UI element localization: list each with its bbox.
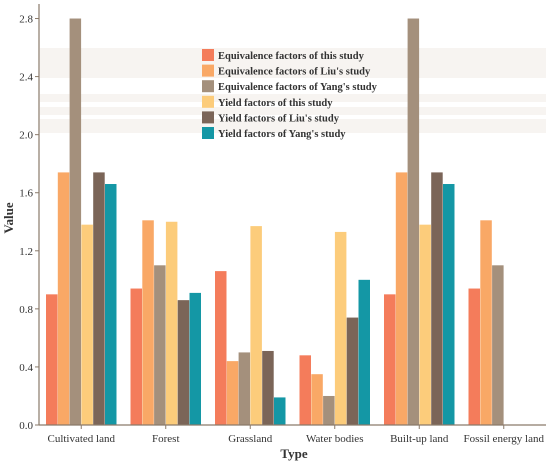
bar-series-3-cat-2 [154,265,166,425]
legend-swatch-2 [202,64,214,77]
y-tick-label-8: 2.8 [19,14,33,26]
y-tick-label-1: 0.0 [19,420,33,432]
bar-series-2-cat-3 [226,361,239,425]
y-tick-label-5: 1.6 [19,188,33,200]
legend-band-1 [40,48,546,78]
x-tick-label-6: Fossil energy land [464,433,545,445]
y-axis-title: Value [1,202,16,234]
bar-series-2-cat-6 [480,220,492,425]
legend-label-1: Equivalence factors of this study [218,51,365,62]
bar-series-5-cat-4 [346,317,359,425]
bar-series-6-cat-3 [274,397,286,425]
bar-series-5-cat-5 [431,172,443,425]
legend-band-2 [40,94,546,102]
bar-series-1-cat-6 [468,288,480,425]
bar-series-4-cat-3 [250,226,262,425]
bar-series-6-cat-5 [443,184,455,425]
bar-series-5-cat-2 [177,300,190,425]
y-tick-label-7: 2.4 [19,72,33,84]
bar-series-2-cat-2 [142,220,154,425]
bar-series-1-cat-1 [46,294,58,425]
x-tick-label-3: Grassland [228,433,272,445]
bar-series-6-cat-1 [105,184,117,425]
legend: Equivalence factors of this study Equival… [202,49,378,140]
y-tick-label-2: 0.4 [19,362,33,374]
legend-label-6: Yield factors of Yang's study [218,129,346,140]
bar-series-3-cat-5 [407,18,420,426]
legend-swatch-3 [202,80,214,93]
bar-series-3-cat-3 [238,352,251,425]
bar-series-6-cat-2 [189,292,201,425]
legend-band-3 [40,107,546,115]
legend-label-3: Equivalence factors of Yang's study [218,82,378,93]
y-tick-label-3: 0.8 [19,304,33,316]
bar-series-6-cat-4 [358,279,370,425]
axes: 0.0 0.4 0.8 1.2 1.6 2.0 2.4 2.8 Cultivated land F… [19,4,546,445]
legend-band-4 [40,119,546,133]
legend-swatch-1 [202,49,214,61]
bar-series-1-cat-4 [299,355,311,425]
bar-series-1-cat-5 [384,294,396,425]
bar-series-3-cat-4 [323,395,335,425]
x-axis-title: Type [280,446,307,461]
legend-background [40,48,546,133]
bars [46,18,504,426]
x-tick-label-4: Water bodies [306,433,363,445]
x-tick-label-2: Forest [152,433,180,445]
bar-series-5-cat-1 [93,172,105,425]
legend-swatch-6 [202,127,214,139]
y-tick-label-4: 1.2 [19,246,33,258]
bar-series-5-cat-3 [262,350,274,425]
bar-series-3-cat-1 [69,18,82,426]
legend-label-4: Yield factors of this study [218,98,333,109]
legend-swatch-5 [202,111,214,124]
x-tick-label-1: Cultivated land [47,433,115,445]
bar-series-4-cat-1 [81,224,93,425]
bar-series-1-cat-3 [215,271,227,425]
x-tick-label-5: Built-up land [390,433,449,445]
bar-series-4-cat-2 [165,221,178,425]
bar-series-1-cat-2 [130,288,142,425]
bar-series-2-cat-1 [57,172,70,425]
bar-series-4-cat-4 [334,231,347,425]
legend-label-5: Yield factors of Liu's study [218,113,340,124]
y-tick-label-6: 2.0 [19,130,33,142]
legend-swatch-4 [202,95,214,108]
bar-series-3-cat-6 [492,265,504,425]
legend-label-2: Equivalence factors of Liu's study [218,67,371,78]
bar-series-2-cat-4 [311,374,323,425]
bar-series-4-cat-5 [419,224,431,425]
bar-series-2-cat-5 [395,172,408,425]
